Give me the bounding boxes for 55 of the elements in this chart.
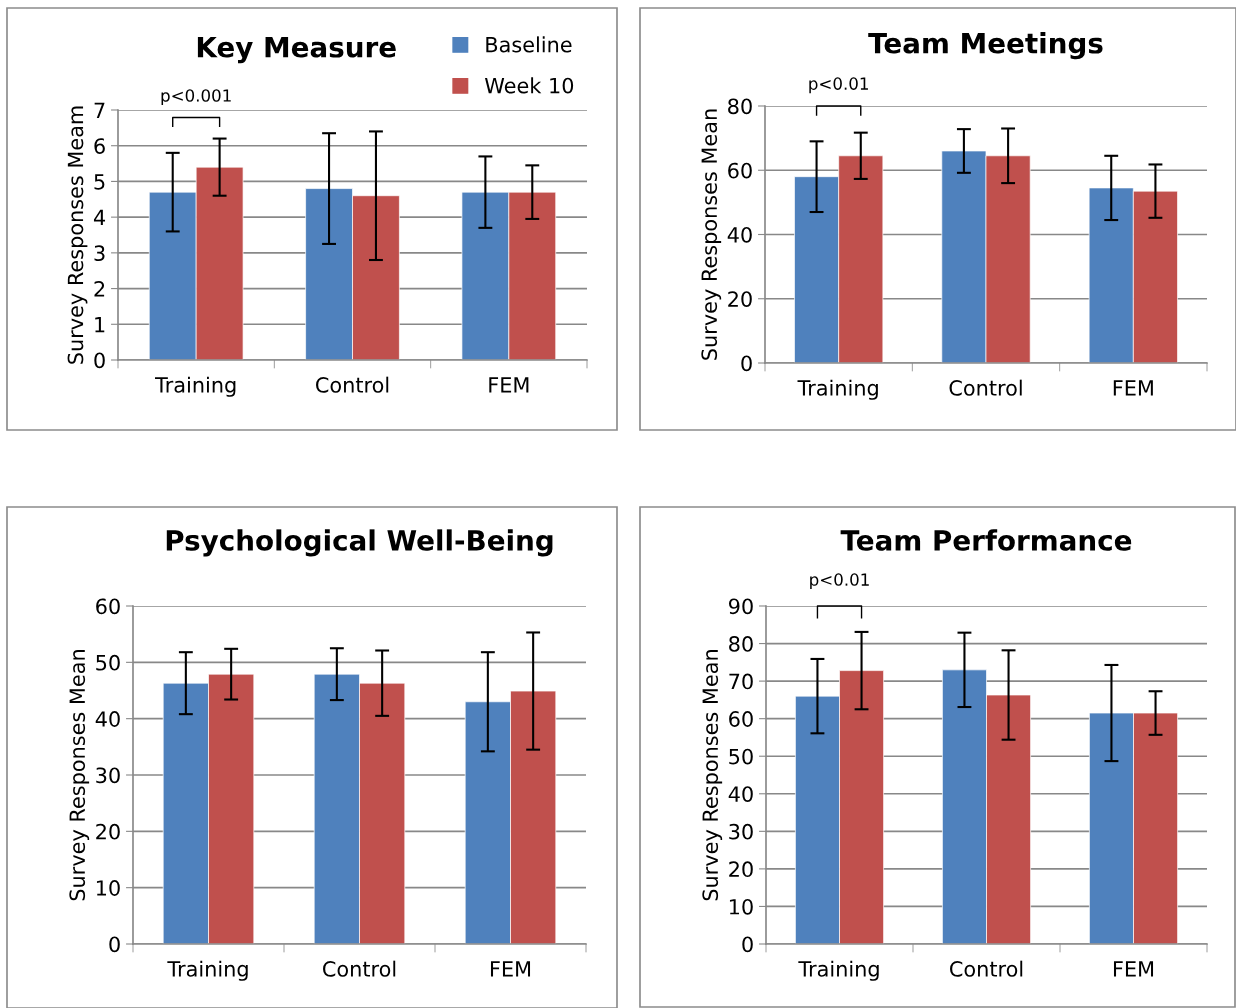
y-tick-label: 30 [96,767,120,784]
x-tick-label: Control [323,960,396,977]
y-tick-label: 20 [728,291,752,307]
y-tick-label: 80 [729,636,753,652]
x-tick-label: Control [316,376,389,393]
chart-title: Team Meetings [868,32,1103,60]
x-tick-label: FEM [1113,961,1154,977]
x-tick-label: Control [950,960,1023,977]
y-axis-title: Survey Responses Mean [702,650,723,901]
y-tick-label: 30 [729,823,753,840]
text: p<0.01 [809,77,868,94]
x-tick-label: FEM [489,377,529,393]
y-tick-label: 10 [96,880,120,896]
y-axis-title: Survey Responses Mean [701,109,722,360]
chart-title: Team Performance [840,529,1132,551]
y-tick-label: 40 [728,786,753,802]
x-tick-label: FEM [1113,380,1153,396]
y-tick-label: 20 [729,861,753,878]
y-tick-label: 10 [729,898,753,915]
y-tick-label: 5 [94,174,105,190]
y-tick-label: 0 [742,936,753,953]
x-tick-label: Training [167,960,248,981]
y-tick-label: 50 [729,748,753,765]
y-tick-label: 0 [94,352,105,369]
text: p<0.01 [810,573,869,590]
y-tick-label: 40 [95,711,120,727]
y-tick-label: 60 [728,162,752,179]
y-tick-label: 0 [741,355,752,372]
y-tick-label: 6 [94,138,105,154]
y-tick-label: 50 [96,654,120,671]
y-axis-title: Survey Responses Mean [69,650,90,901]
y-tick-label: 7 [94,102,105,118]
x-tick-label: FEM [490,961,531,977]
x-tick-label: Training [155,376,236,397]
y-tick-label: 80 [728,98,752,115]
y-tick-label: 60 [96,598,120,615]
chart-title: Key Measure [197,36,396,64]
text: p<0.001 [161,89,231,105]
y-tick-label: 90 [729,598,753,615]
chart-title: Psychological Well-Being [166,529,553,557]
y-tick-label: 70 [729,673,753,690]
y-axis-title: Survey Responses Meam [67,106,88,364]
legend-label: Baseline [486,36,572,53]
y-tick-label: 3 [94,245,105,262]
x-tick-label: Control [949,379,1022,396]
y-tick-label: 2 [94,281,105,297]
y-tick-label: 20 [96,823,120,840]
y-tick-label: 1 [95,317,105,333]
x-tick-label: Training [798,960,879,981]
y-tick-label: 0 [109,936,120,953]
y-tick-label: 60 [729,711,753,727]
y-tick-label: 4 [93,209,106,226]
legend-label: Week 10 [484,77,574,94]
y-tick-label: 40 [727,226,752,243]
x-tick-label: Training [797,379,878,400]
